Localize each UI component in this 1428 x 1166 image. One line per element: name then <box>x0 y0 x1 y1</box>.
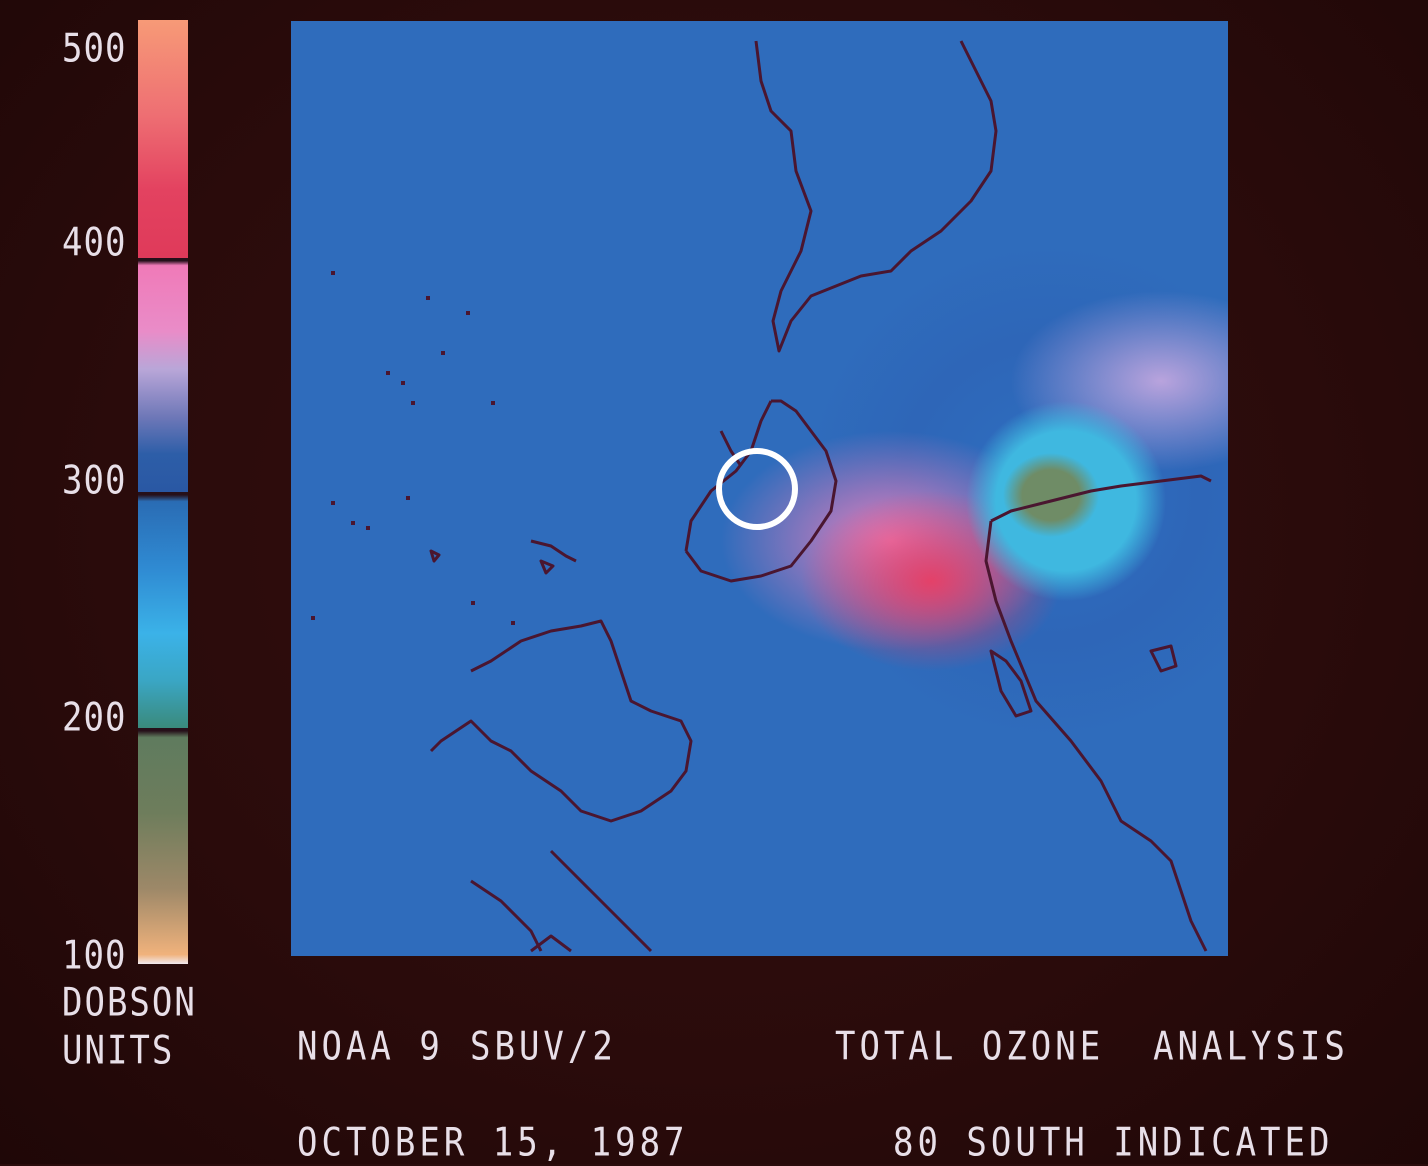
scale-tick-500: 500 <box>62 26 127 72</box>
coastline-africa <box>984 474 1212 952</box>
coastline-south-america <box>754 40 998 353</box>
date-label: OCTOBER 15, 1987 <box>297 1120 689 1166</box>
coastline-madagascar <box>989 649 1033 718</box>
island-dots <box>311 271 515 625</box>
scale-tick-300: 300 <box>62 458 127 504</box>
coastline-australia <box>429 619 693 823</box>
dobson-color-scale <box>138 20 188 964</box>
units-label-line1: DOBSON <box>62 980 197 1026</box>
ozone-map <box>291 21 1228 956</box>
coastline-antarctic-peninsula <box>684 400 773 552</box>
analysis-title: TOTAL OZONE ANALYSIS <box>835 1024 1349 1070</box>
coastline-antarctica <box>684 399 838 583</box>
scale-tick-400: 400 <box>62 220 127 266</box>
marker-note: 80 SOUTH INDICATED <box>893 1120 1334 1166</box>
scale-tick-200: 200 <box>62 695 127 741</box>
coastline-overlay <box>311 40 1212 953</box>
south-80-marker-ring <box>716 448 798 530</box>
units-label-line2: UNITS <box>62 1028 175 1074</box>
coastline-new-zealand <box>549 849 653 953</box>
satellite-label: NOAA 9 <box>297 1024 444 1070</box>
coastline-weddell <box>719 430 743 467</box>
scale-tick-100: 100 <box>62 933 127 979</box>
instrument-label: SBUV/2 <box>470 1024 617 1070</box>
